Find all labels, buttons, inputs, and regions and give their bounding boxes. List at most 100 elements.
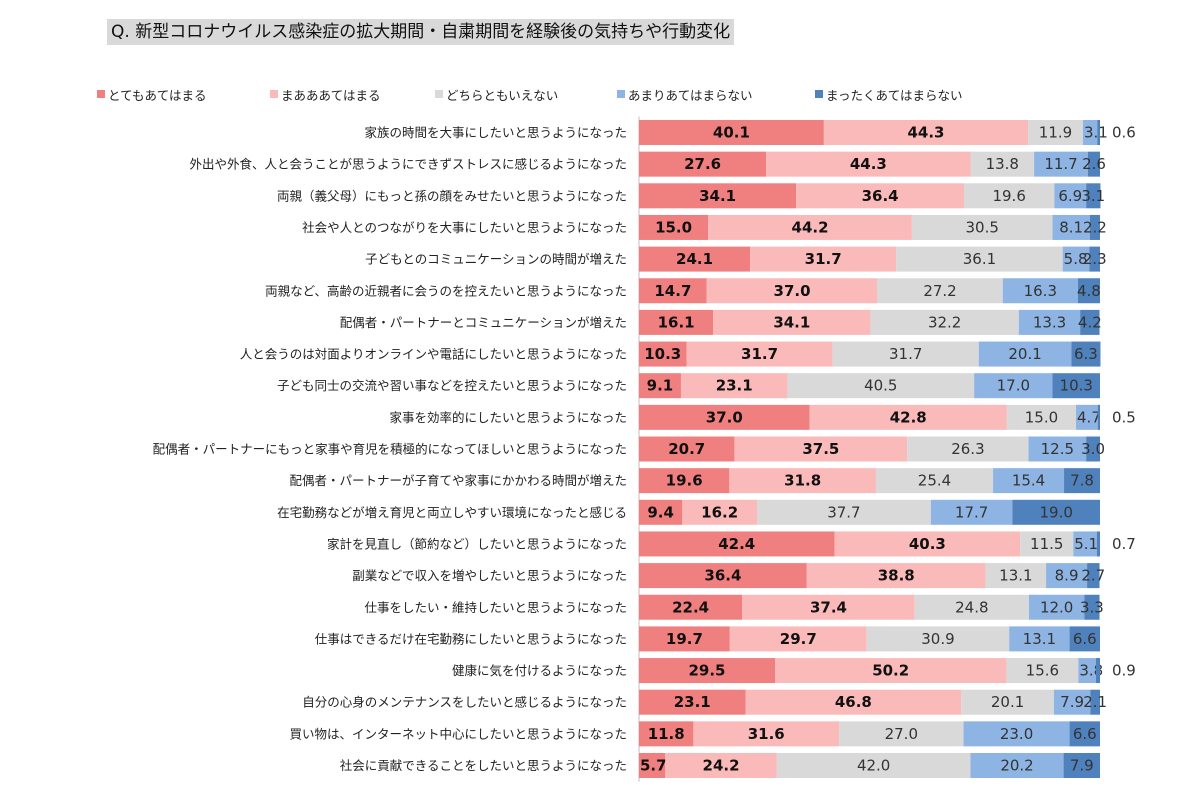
data-label: 29.7 (780, 630, 817, 648)
data-label: 2.2 (1083, 218, 1107, 236)
bar-segment (806, 563, 986, 589)
data-label: 7.9 (1070, 757, 1094, 775)
data-label: 9.1 (647, 377, 674, 395)
data-label: 24.8 (955, 598, 988, 616)
bar-segment (787, 373, 975, 399)
bar-segment (1089, 214, 1100, 240)
bar-segment (1073, 531, 1097, 557)
bar-segment (639, 753, 666, 778)
data-label: 34.1 (699, 187, 736, 205)
data-label: 19.7 (666, 630, 703, 648)
bar-segment (1052, 373, 1100, 399)
bar-segment (1087, 563, 1100, 589)
bar-segment (639, 594, 743, 620)
legend-swatch (815, 90, 823, 98)
data-label: 8.1 (1059, 218, 1083, 236)
bar-segment (713, 309, 871, 335)
data-label: 20.1 (1008, 345, 1041, 363)
bar-segment (1080, 309, 1100, 335)
bar-segment (978, 341, 1072, 367)
bar-segment (911, 214, 1053, 240)
bar-segment (1028, 436, 1087, 462)
data-label: 46.8 (835, 693, 872, 711)
bar-segment (639, 468, 730, 494)
bar-segment (742, 594, 915, 620)
bar-segment (757, 499, 931, 525)
bar-segment (1082, 120, 1098, 145)
bar-segment (776, 753, 971, 778)
data-label: 24.2 (703, 757, 740, 775)
data-label: 36.1 (963, 250, 996, 268)
data-label: 23.0 (1000, 725, 1033, 743)
bar-segment (639, 246, 751, 272)
data-label: 31.8 (784, 472, 821, 490)
bar-segment (1054, 183, 1087, 209)
data-label: 4.2 (1078, 313, 1102, 331)
bar-segment (734, 436, 908, 462)
bar-segment (1069, 626, 1100, 652)
data-label: 14.7 (654, 282, 691, 300)
data-label: 6.6 (1073, 630, 1097, 648)
legend-label: まったくあてはまらない (826, 87, 963, 103)
category-label: 配偶者・パートナーにもっと家事や育児を積極的になってほしいと思うようになった (153, 442, 627, 457)
data-label: 3.0 (1081, 440, 1105, 458)
data-label: 26.3 (951, 440, 984, 458)
data-label: 12.0 (1040, 598, 1073, 616)
category-label: 健康に気を付けるようになった (452, 663, 627, 678)
category-label: 仕事はできるだけ在宅勤務にしたいと思うようになった (315, 631, 627, 646)
data-label: 20.2 (1000, 757, 1033, 775)
bar-segment (964, 183, 1055, 209)
data-label: 27.6 (684, 155, 721, 173)
data-label: 6.9 (1058, 187, 1082, 205)
legend-label: とてもあてはまる (108, 87, 207, 103)
data-label: 13.8 (986, 155, 1019, 173)
data-label: 4.7 (1077, 408, 1101, 426)
category-label: 買い物は、インターネット中心にしたいと思うようになった (289, 726, 627, 741)
data-label: 20.7 (668, 440, 705, 458)
data-label: 37.7 (827, 503, 860, 521)
bar-segment (680, 373, 788, 399)
bar-segment (1086, 436, 1100, 462)
data-label: 6.3 (1074, 345, 1098, 363)
data-label: 22.4 (672, 598, 709, 616)
bar-segment (907, 436, 1029, 462)
bar-segment (639, 689, 746, 715)
data-label: 19.6 (992, 187, 1025, 205)
bar-segment (639, 183, 797, 209)
category-label: 子どもとのコミュニケーションの時間が増えた (365, 252, 627, 267)
data-label: 44.3 (850, 155, 887, 173)
bar-segment (639, 214, 709, 240)
bar-segment (1069, 721, 1100, 747)
bar-segment (706, 278, 878, 304)
bar-segment (1090, 689, 1100, 715)
data-label: 20.1 (991, 693, 1024, 711)
data-label: 42.0 (857, 757, 890, 775)
legend-item: まあああてはまる (270, 84, 381, 104)
data-label: 23.1 (674, 693, 711, 711)
data-label: 11.9 (1039, 124, 1072, 142)
data-label: 17.7 (955, 503, 988, 521)
data-label: 19.6 (666, 472, 703, 490)
data-label: 24.1 (676, 250, 713, 268)
data-label: 50.2 (872, 662, 909, 680)
legend-item: とてもあてはまる (97, 84, 207, 104)
data-label: 37.4 (810, 598, 847, 616)
data-label: 16.3 (1024, 282, 1057, 300)
legend-label: まあああてはまる (281, 87, 381, 103)
data-label: 15.6 (1026, 662, 1059, 680)
bar-segment (774, 658, 1007, 684)
data-label: 37.0 (706, 408, 743, 426)
category-label: 子ども同士の交流や習い事などを控えたいと思うようになった (277, 378, 627, 393)
bar-segment (1097, 120, 1100, 145)
legend-label: どちらともいえない (446, 87, 559, 103)
data-label: 37.5 (802, 440, 839, 458)
bar-segment (875, 468, 994, 494)
bar-segment (639, 309, 714, 335)
data-label: 8.9 (1055, 567, 1079, 585)
bar-segment (970, 151, 1035, 177)
bar-segment (866, 626, 1010, 652)
bar-segment (639, 658, 775, 684)
bar-segment (914, 594, 1030, 620)
bar-segment (639, 373, 681, 399)
data-label: 15.0 (655, 218, 692, 236)
